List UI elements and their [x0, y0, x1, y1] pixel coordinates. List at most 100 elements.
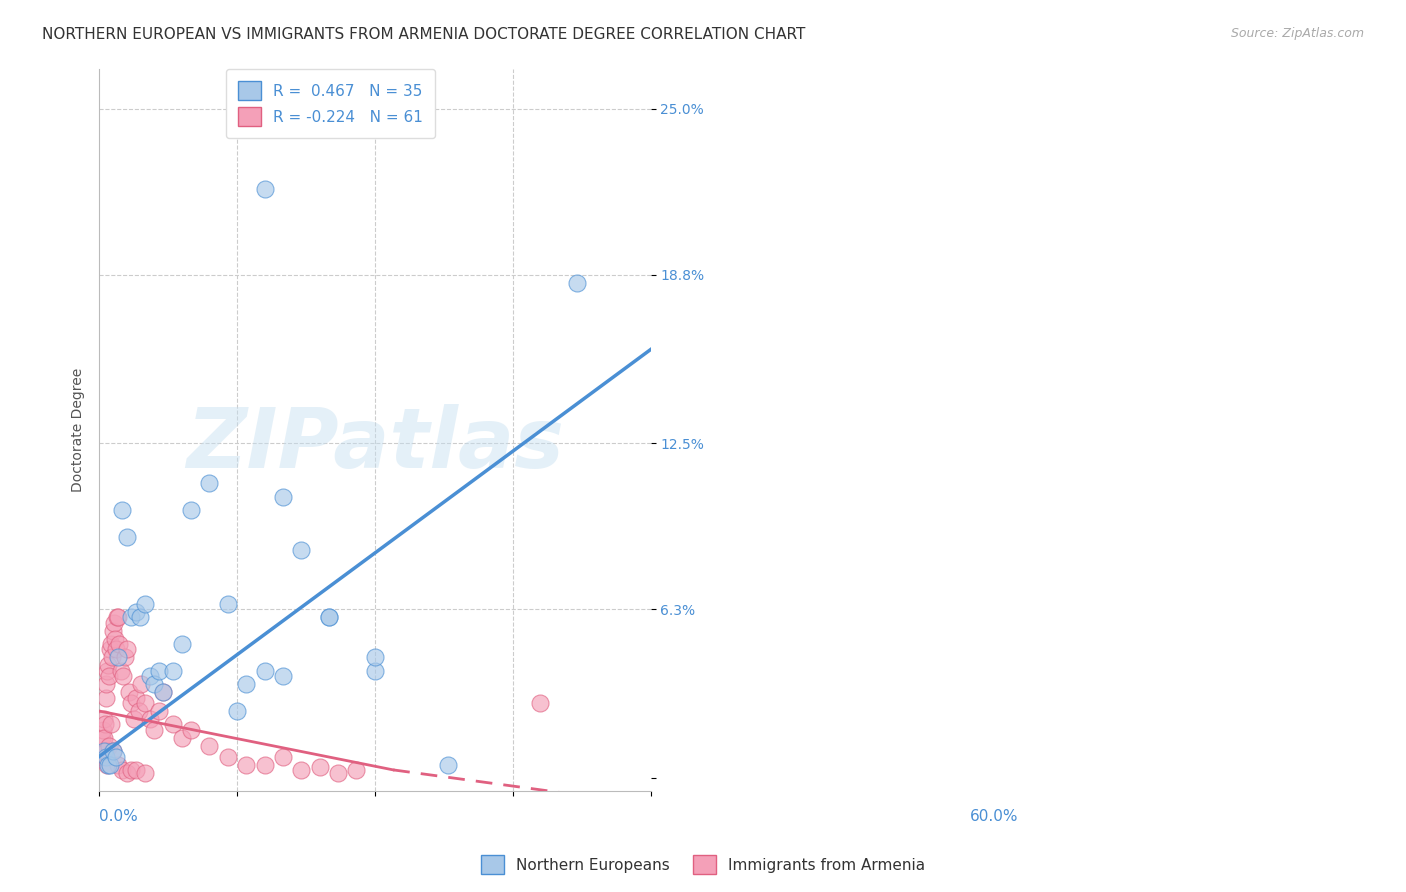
Point — [346, 763, 368, 777]
Point — [93, 712, 115, 726]
Point — [565, 276, 588, 290]
Point — [326, 765, 349, 780]
Point — [101, 744, 124, 758]
Point — [98, 669, 121, 683]
Point — [90, 744, 112, 758]
Point — [271, 490, 294, 504]
Point — [108, 637, 131, 651]
Point — [110, 664, 132, 678]
Text: NORTHERN EUROPEAN VS IMMIGRANTS FROM ARMENIA DOCTORATE DEGREE CORRELATION CHART: NORTHERN EUROPEAN VS IMMIGRANTS FROM ARM… — [42, 27, 806, 42]
Point — [115, 642, 138, 657]
Point — [437, 757, 460, 772]
Point — [138, 712, 160, 726]
Point — [96, 749, 118, 764]
Point — [98, 739, 121, 753]
Point — [162, 664, 184, 678]
Point — [290, 543, 312, 558]
Point — [101, 624, 124, 638]
Point — [120, 696, 142, 710]
Point — [128, 704, 150, 718]
Point — [148, 704, 170, 718]
Point — [138, 669, 160, 683]
Point — [104, 632, 127, 646]
Text: Source: ZipAtlas.com: Source: ZipAtlas.com — [1230, 27, 1364, 40]
Point — [96, 664, 118, 678]
Text: 60.0%: 60.0% — [970, 809, 1018, 824]
Point — [131, 677, 153, 691]
Point — [152, 685, 174, 699]
Point — [98, 642, 121, 657]
Point — [364, 664, 387, 678]
Point — [103, 615, 125, 630]
Point — [134, 597, 156, 611]
Point — [101, 650, 124, 665]
Point — [143, 677, 166, 691]
Point — [104, 749, 127, 764]
Point — [100, 717, 122, 731]
Point — [253, 757, 276, 772]
Point — [94, 690, 117, 705]
Point — [253, 182, 276, 196]
Point — [170, 637, 193, 651]
Point — [111, 503, 134, 517]
Point — [180, 503, 202, 517]
Point — [107, 757, 129, 772]
Point — [148, 664, 170, 678]
Point — [162, 717, 184, 731]
Point — [364, 650, 387, 665]
Y-axis label: Doctorate Degree: Doctorate Degree — [72, 368, 86, 492]
Point — [134, 765, 156, 780]
Point — [115, 530, 138, 544]
Point — [96, 757, 118, 772]
Point — [271, 749, 294, 764]
Point — [290, 763, 312, 777]
Point — [97, 757, 120, 772]
Point — [104, 642, 127, 657]
Point — [125, 763, 148, 777]
Point — [125, 605, 148, 619]
Point — [91, 723, 114, 737]
Point — [90, 731, 112, 745]
Point — [143, 723, 166, 737]
Point — [198, 739, 221, 753]
Text: ZIPatlas: ZIPatlas — [186, 404, 564, 485]
Point — [235, 757, 257, 772]
Point — [318, 610, 340, 624]
Point — [105, 610, 128, 624]
Point — [152, 685, 174, 699]
Point — [125, 690, 148, 705]
Point — [93, 717, 115, 731]
Point — [111, 763, 134, 777]
Point — [93, 744, 115, 758]
Point — [97, 658, 120, 673]
Point — [111, 669, 134, 683]
Point — [117, 685, 139, 699]
Point — [90, 749, 112, 764]
Point — [122, 712, 145, 726]
Point — [120, 610, 142, 624]
Point — [101, 744, 124, 758]
Point — [96, 677, 118, 691]
Point — [134, 696, 156, 710]
Point — [308, 760, 330, 774]
Text: 0.0%: 0.0% — [100, 809, 138, 824]
Point — [94, 744, 117, 758]
Point — [226, 704, 249, 718]
Point — [198, 476, 221, 491]
Point — [253, 664, 276, 678]
Legend: R =  0.467   N = 35, R = -0.224   N = 61: R = 0.467 N = 35, R = -0.224 N = 61 — [226, 69, 436, 138]
Point — [180, 723, 202, 737]
Point — [114, 650, 136, 665]
Point — [217, 749, 239, 764]
Point — [98, 757, 121, 772]
Point — [318, 610, 340, 624]
Point — [235, 677, 257, 691]
Point — [107, 610, 129, 624]
Point — [271, 669, 294, 683]
Point — [529, 696, 551, 710]
Point — [170, 731, 193, 745]
Point — [120, 763, 142, 777]
Legend: Northern Europeans, Immigrants from Armenia: Northern Europeans, Immigrants from Arme… — [475, 849, 931, 880]
Point — [107, 650, 129, 665]
Point — [93, 731, 115, 745]
